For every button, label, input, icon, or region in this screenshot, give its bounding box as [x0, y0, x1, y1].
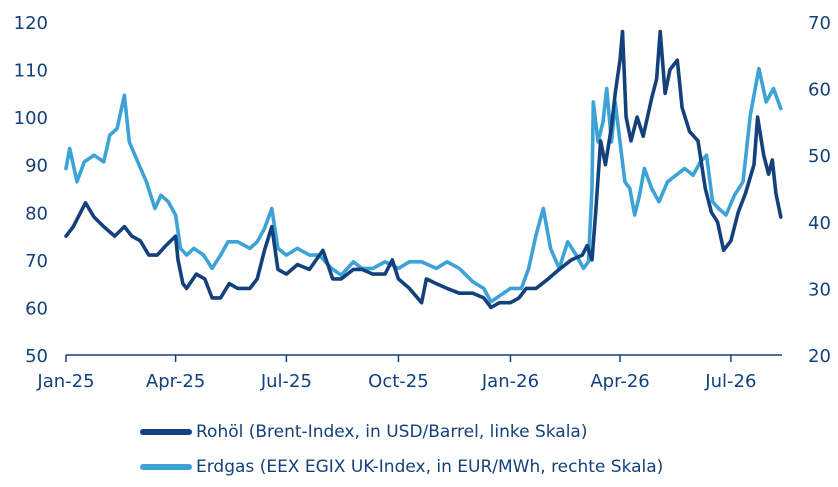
legend-label-oil: Rohöl (Brent-Index, in USD/Barrel, linke… [196, 422, 588, 442]
legend-swatch-oil [140, 429, 192, 435]
legend-label-gas: Erdgas (EEX EGIX UK-Index, in EUR/MWh, r… [196, 457, 664, 477]
y-left-tick-label: 50 [25, 346, 48, 367]
x-tick-label: Apr-25 [146, 371, 205, 392]
legend-item-gas: Erdgas (EEX EGIX UK-Index, in EUR/MWh, r… [140, 457, 663, 477]
y-left-tick-label: 100 [14, 108, 48, 129]
y-right-tick-label: 20 [808, 346, 831, 367]
x-tick-label: Jan-26 [481, 371, 539, 392]
y-left-tick-label: 60 [25, 298, 48, 319]
y-left-tick-label: 70 [25, 251, 48, 272]
y-left-tick-label: 80 [25, 203, 48, 224]
legend-swatch-gas [140, 464, 192, 470]
x-tick-label: Jul-25 [260, 371, 312, 392]
y-left-tick-label: 110 [14, 61, 48, 82]
x-tick-label: Apr-26 [590, 371, 649, 392]
chart-svg: Jan-25 Apr-25 Jul-25 Oct-25 Jan-26 Apr-26 Jul-… [14, 13, 831, 392]
y-left-tick-label: 90 [25, 156, 48, 177]
legend-item-oil: Rohöl (Brent-Index, in USD/Barrel, linke… [140, 422, 587, 442]
x-tick-label: Jul-26 [704, 371, 756, 392]
series-line-gas [64, 66, 783, 304]
y-left-tick-label: 120 [14, 13, 48, 34]
y-right-tick-label: 50 [808, 146, 831, 167]
y-right-tick-label: 30 [808, 279, 831, 300]
y-right-tick-label: 60 [808, 80, 831, 101]
y-right-tick-label: 40 [808, 213, 831, 234]
series-line-oil [64, 29, 783, 310]
plot-area [64, 29, 783, 310]
axes: Jan-25 Apr-25 Jul-25 Oct-25 Jan-26 Apr-26 Jul-… [14, 13, 831, 392]
y-right-tick-label: 70 [808, 13, 831, 34]
x-tick-label: Oct-25 [368, 371, 429, 392]
x-tick-label: Jan-25 [36, 371, 94, 392]
